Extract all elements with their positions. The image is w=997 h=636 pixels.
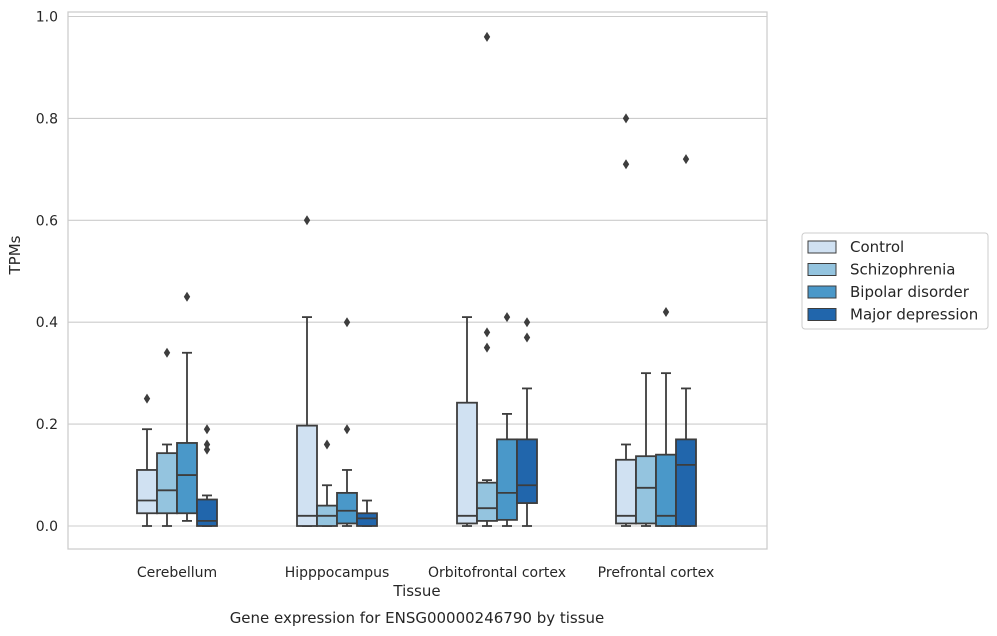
outlier-point (203, 439, 211, 450)
box-3-3 (675, 154, 697, 527)
outlier-point (622, 159, 630, 170)
outlier-point (343, 424, 351, 435)
x-tick-label: Prefrontal cortex (598, 565, 715, 581)
legend-swatch (807, 263, 837, 276)
y-axis-ticks: 0.0 0.2 0.4 0.6 0.8 1.0 (36, 10, 58, 536)
outlier-point (163, 347, 171, 358)
box-iqr (675, 438, 697, 527)
legend-swatch (807, 308, 837, 321)
outlier-point (483, 31, 491, 42)
box-1-0 (156, 347, 178, 527)
outlier-point (483, 342, 491, 353)
y-tick-label: 0.2 (36, 417, 58, 433)
box-0-3 (615, 113, 637, 527)
outlier-point (523, 317, 531, 328)
box-iqr (516, 438, 538, 504)
box-3-1 (356, 499, 378, 527)
box-iqr (296, 424, 318, 527)
outlier-point (662, 307, 670, 318)
x-axis-label: Tissue (392, 582, 440, 600)
outlier-point (183, 291, 191, 302)
outlier-point (503, 312, 511, 323)
plot-area-frame (67, 11, 768, 550)
box-3-0 (196, 424, 218, 527)
x-tick-label: Hipppocampus (285, 565, 390, 581)
box-2-0 (176, 291, 198, 522)
legend-label: Major depression (850, 306, 978, 324)
outlier-point (483, 327, 491, 338)
box-2-3 (655, 307, 677, 527)
outlier-point (323, 439, 331, 450)
box-iqr (196, 498, 218, 527)
box-iqr (496, 438, 518, 521)
box-iqr (156, 452, 178, 515)
x-tick-label: Orbitofrontal cortex (428, 565, 566, 581)
box-iqr (615, 458, 637, 525)
outlier-point (203, 424, 211, 435)
outlier-point (143, 393, 151, 404)
box-0-1 (296, 215, 318, 527)
outlier-point (343, 317, 351, 328)
y-tick-label: 0.6 (36, 213, 58, 229)
box-iqr (635, 455, 657, 525)
legend-label: Control (850, 238, 904, 256)
outlier-point (682, 154, 690, 165)
box-iqr (356, 512, 378, 527)
box-iqr (476, 481, 498, 522)
y-tick-label: 0.4 (36, 315, 58, 331)
legend-swatch (807, 240, 837, 254)
x-tick-label: Cerebellum (137, 565, 217, 581)
box-1-1 (316, 439, 338, 527)
box-1-3 (635, 372, 657, 527)
y-axis-label: TPMs (6, 235, 24, 275)
y-tick-label: 0.0 (36, 519, 58, 535)
y-tick-label: 1.0 (36, 10, 58, 26)
outlier-point (523, 332, 531, 343)
y-tick-label: 0.8 (36, 111, 58, 127)
grid-lines (68, 15, 767, 527)
box-1-2 (476, 31, 498, 527)
box-iqr (336, 491, 358, 525)
outlier-point (303, 215, 311, 226)
box-iqr (136, 469, 158, 515)
outlier-point (622, 113, 630, 124)
outlier-point (203, 444, 211, 455)
legend: Control Schizophrenia Bipolar disorder Majo… (801, 232, 989, 330)
box-0-0 (136, 393, 158, 527)
box-iqr (176, 442, 198, 515)
chart-caption: Gene expression for ENSG00000246790 by t… (230, 609, 605, 627)
legend-swatch (807, 285, 837, 299)
box-iqr (456, 401, 478, 525)
legend-label: Bipolar disorder (850, 283, 970, 301)
legend-label: Schizophrenia (850, 261, 955, 279)
box-groups (136, 31, 697, 527)
x-axis-ticks: Cerebellum Hipppocampus Orbitofrontal cort… (137, 565, 714, 581)
box-3-2 (516, 317, 538, 527)
legend-frame (801, 232, 989, 330)
box-0-2 (456, 316, 478, 527)
box-2-2 (496, 312, 518, 527)
box-2-1 (336, 317, 358, 527)
